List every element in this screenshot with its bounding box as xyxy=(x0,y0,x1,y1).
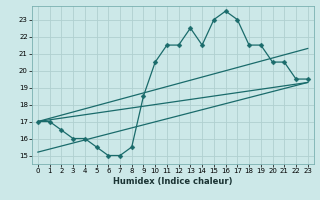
X-axis label: Humidex (Indice chaleur): Humidex (Indice chaleur) xyxy=(113,177,233,186)
